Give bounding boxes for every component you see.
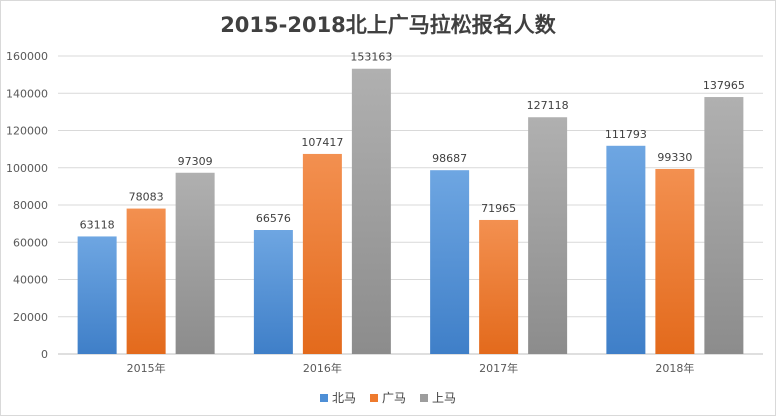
- data-label: 63118: [80, 218, 115, 231]
- legend-item: 上马: [420, 389, 456, 406]
- y-tick-label: 160000: [6, 50, 48, 63]
- legend-item: 北马: [319, 389, 356, 406]
- data-label: 153163: [350, 51, 392, 64]
- data-label: 98687: [432, 152, 467, 165]
- bar-3-2: [351, 68, 391, 354]
- bar-1-1: [77, 236, 117, 354]
- data-label: 71965: [481, 202, 516, 215]
- data-label: 127118: [527, 99, 569, 112]
- x-tick-label: 2018年: [655, 361, 694, 375]
- y-tick-label: 120000: [6, 125, 48, 138]
- data-label: 111793: [605, 128, 647, 141]
- y-tick-label: 0: [41, 348, 48, 361]
- bar-2-4: [655, 168, 695, 354]
- data-label: 99330: [657, 151, 692, 164]
- legend-label: 上马: [432, 391, 457, 405]
- legend-label: 广马: [381, 391, 406, 405]
- y-tick-label: 60000: [13, 236, 48, 249]
- bar-1-3: [430, 170, 470, 354]
- legend-label: 北马: [331, 391, 356, 405]
- legend-item: 广马: [369, 389, 406, 406]
- x-tick-label: 2016年: [303, 361, 342, 375]
- y-tick-label: 80000: [13, 199, 48, 212]
- legend: 北马 广马 上马: [1, 389, 775, 406]
- y-tick-label: 140000: [6, 87, 48, 100]
- y-tick-label: 40000: [13, 274, 48, 287]
- bar-2-2: [302, 153, 342, 354]
- bar-2-3: [479, 219, 519, 354]
- bar-2-1: [126, 208, 166, 354]
- bar-1-2: [253, 230, 293, 354]
- data-label: 97309: [178, 155, 213, 168]
- y-tick-label: 100000: [6, 162, 48, 175]
- legend-swatch: [319, 393, 328, 402]
- chart-title: 2015-2018北上广马拉松报名人数: [220, 13, 556, 37]
- bar-3-4: [704, 97, 744, 354]
- bar-3-1: [175, 172, 215, 354]
- legend-swatch: [369, 393, 378, 402]
- x-tick-label: 2015年: [127, 361, 166, 375]
- data-label: 78083: [129, 191, 164, 204]
- data-label: 66576: [256, 212, 291, 225]
- legend-swatch: [420, 393, 428, 402]
- data-label: 137965: [703, 79, 745, 92]
- x-tick-label: 2017年: [479, 361, 518, 375]
- bar-3-3: [528, 117, 568, 354]
- data-label: 107417: [301, 136, 343, 149]
- y-tick-label: 20000: [13, 311, 48, 324]
- bar-1-4: [606, 145, 646, 354]
